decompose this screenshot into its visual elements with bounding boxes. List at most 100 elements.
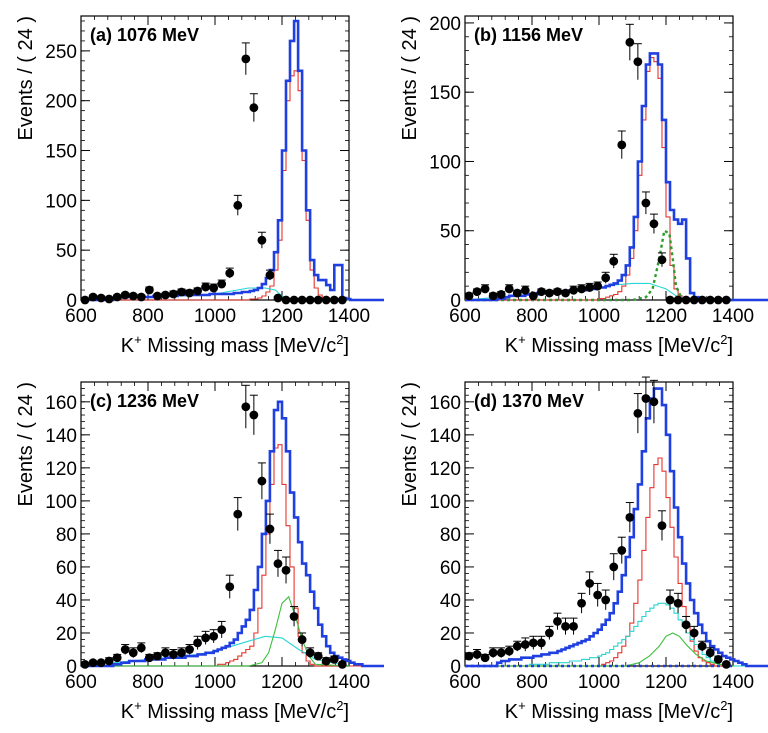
chart-3-x-axis-title-part: 2	[720, 698, 727, 713]
chart-3-y-tick-label: 140	[429, 426, 461, 447]
panel-b: 600 800 1000 1200 1400 0 50 100 150 200 (b) 1156 M…	[384, 0, 768, 366]
chart-0-x-axis-title-part: K	[121, 335, 135, 357]
panel-c: 600 800 1000 1200 1400 0 20 40 60 80 100 120 140 160 (…	[0, 366, 384, 732]
chart-1-x-axis-title-part: +	[518, 332, 526, 347]
chart-0-data-point	[185, 288, 194, 298]
chart-3-data-point	[633, 408, 643, 418]
chart-panel-a: 600 800 1000 1200 1400 0 50 100 150 200 250 (a) 107…	[15, 15, 384, 357]
chart-1-x-tick-label: 1000	[578, 306, 620, 327]
chart-2-data-point	[289, 612, 299, 621]
chart-3-data-point	[464, 651, 474, 661]
chart-3-data-point	[673, 598, 683, 608]
chart-0-data-point	[96, 293, 106, 303]
chart-2-data-point	[128, 648, 138, 658]
chart-2-data-point	[152, 651, 162, 661]
chart-3-data-point	[721, 659, 731, 669]
chart-1-y-tick-label: 0	[450, 291, 461, 312]
chart-3-x-axis-title-part: K	[505, 701, 519, 723]
chart-2-x-tick-label: 600	[65, 672, 97, 693]
chart-3-data-point	[713, 654, 723, 664]
chart-3-data-point	[512, 641, 522, 651]
chart-1-data-point	[472, 287, 482, 297]
chart-3-data-point	[553, 617, 562, 626]
chart-1-data-point	[577, 284, 586, 294]
chart-0-y-tick-label: 150	[45, 142, 77, 163]
chart-0-data-point	[136, 292, 146, 302]
chart-3-y-tick-label: 120	[429, 459, 461, 480]
chart-2-y-tick-label: 40	[56, 591, 77, 612]
chart-0-x-tick-label: 600	[65, 306, 97, 327]
chart-0-y-tick-label: 100	[45, 191, 77, 212]
chart-2-x-tick-label: 800	[132, 672, 164, 693]
chart-0-x-tick-label: 1200	[261, 306, 303, 327]
chart-2-data-point	[120, 645, 130, 654]
chart-0-y-tick-label: 0	[66, 291, 77, 312]
chart-2-data-point	[233, 509, 243, 519]
chart-2-data-point	[169, 650, 178, 659]
chart-3-data-point	[585, 579, 595, 588]
chart-2-data-point	[273, 559, 283, 569]
chart-0-series-line-total	[81, 19, 384, 302]
chart-2-data-point	[217, 625, 227, 635]
chart-0-x-tick-label: 1400	[328, 306, 370, 327]
chart-3-x-axis-title: K+ Missing mass [MeV/c2]	[505, 698, 733, 723]
chart-3-data-point	[689, 628, 699, 638]
chart-2-y-tick-label: 80	[56, 525, 77, 546]
chart-2-y-tick-label: 60	[56, 558, 77, 579]
chart-0-data-point	[201, 282, 211, 292]
chart-0-y-tick-label: 200	[45, 92, 77, 113]
chart-1-data-point	[641, 198, 651, 208]
chart-3-y-tick-label: 80	[440, 525, 461, 546]
chart-0-data-point	[209, 283, 219, 293]
chart-2-x-tick-label: 1200	[261, 672, 303, 693]
chart-2-data-point	[161, 648, 170, 658]
chart-1-y-axis-title: Events / ( 24 )	[399, 16, 421, 141]
chart-panel-d: 600 800 1000 1200 1400 0 20 40 60 80 100 120 140 160 (…	[399, 376, 768, 723]
chart-2-data-point	[185, 645, 194, 654]
chart-2-y-tick-label: 20	[56, 624, 77, 645]
chart-1-data-point	[464, 291, 474, 301]
chart-2-data-point	[305, 648, 315, 658]
chart-0-y-tick-label: 50	[56, 241, 77, 262]
chart-3-data-point	[681, 620, 691, 630]
chart-3-x-tick-label: 1400	[712, 672, 754, 693]
chart-3-data-point	[609, 562, 619, 572]
chart-2-data-point	[297, 635, 307, 644]
chart-2-series-line-total	[81, 400, 384, 668]
chart-2-data-point	[80, 659, 90, 669]
chart-0-data-point	[128, 291, 138, 301]
chart-2-y-axis-title: Events / ( 24 )	[15, 382, 37, 507]
chart-2-data-point	[321, 656, 331, 666]
chart-0-data-point	[281, 295, 291, 305]
chart-3-data-point	[480, 653, 490, 663]
chart-1-data-point	[625, 37, 635, 47]
chart-2-data-point	[225, 582, 235, 592]
chart-0-data-point	[305, 295, 315, 305]
chart-1-data-point	[657, 255, 667, 265]
chart-0-data-point	[217, 279, 227, 289]
chart-1-y-tick-label: 150	[429, 83, 461, 104]
chart-0-data-point	[177, 287, 186, 297]
chart-2-panel-title: (c) 1236 MeV	[90, 391, 199, 411]
chart-3-series-line-lambda1405	[465, 632, 734, 667]
chart-1-data-point	[520, 285, 530, 295]
chart-3-plot-frame	[464, 381, 734, 667]
chart-1-y-tick-label: 50	[440, 222, 461, 243]
chart-3-data-point	[617, 546, 627, 555]
chart-1-x-axis-title-part: K	[505, 335, 519, 357]
chart-3-y-tick-label: 160	[429, 393, 461, 414]
chart-2-y-tick-label: 100	[45, 492, 77, 513]
chart-0-data-point	[88, 292, 98, 302]
chart-3-data-point	[641, 394, 651, 403]
chart-1-data-point	[713, 295, 723, 305]
panel-a: 600 800 1000 1200 1400 0 50 100 150 200 250 (a) 107…	[0, 0, 384, 366]
chart-3-data-point	[593, 590, 603, 600]
chart-0-data-point	[225, 268, 235, 278]
chart-2-data-point	[281, 565, 291, 575]
chart-3-y-tick-label: 100	[429, 492, 461, 513]
chart-1-data-point	[633, 57, 643, 67]
chart-2-y-tick-label: 160	[45, 393, 77, 414]
chart-3-y-tick-label: 20	[440, 624, 461, 645]
chart-0-data-point	[169, 289, 178, 299]
